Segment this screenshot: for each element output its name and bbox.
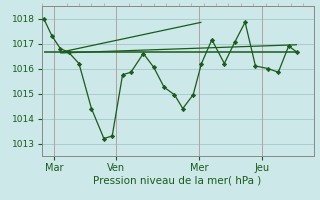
X-axis label: Pression niveau de la mer( hPa ): Pression niveau de la mer( hPa ) [93,176,262,186]
